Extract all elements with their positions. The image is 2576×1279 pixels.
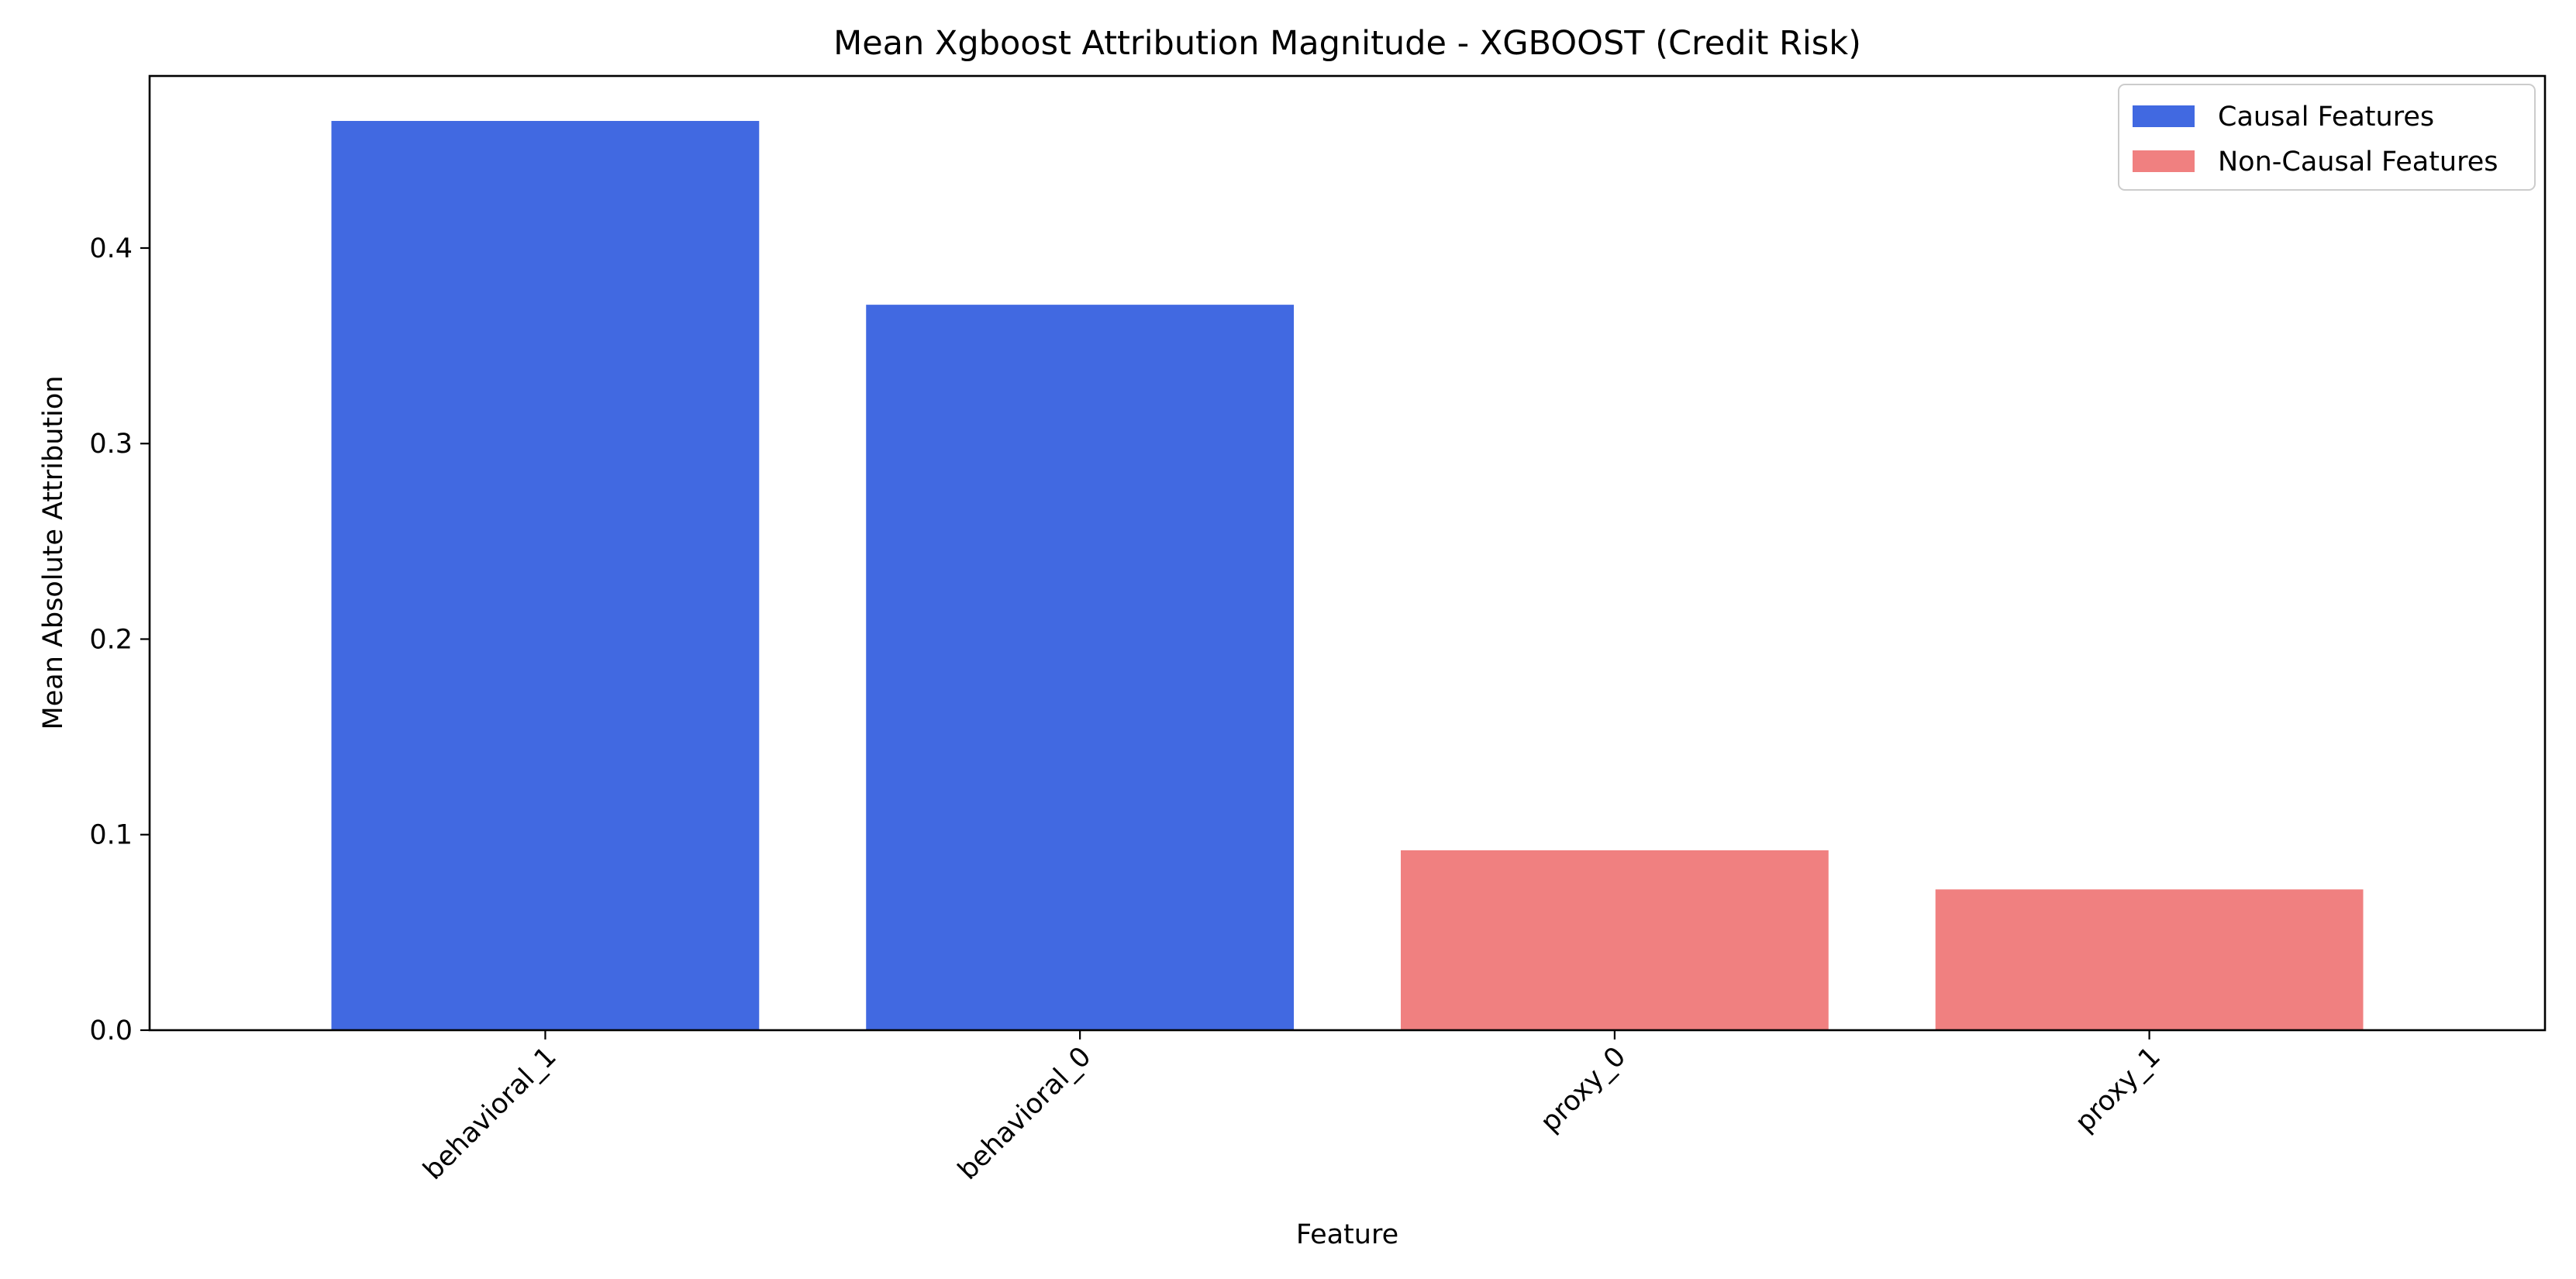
chart-title: Mean Xgboost Attribution Magnitude - XGB… bbox=[833, 24, 1861, 63]
x-axis: behavioral_1 behavioral_0 proxy_0 proxy_1 bbox=[418, 1030, 2167, 1186]
plot-frame bbox=[148, 74, 2547, 1032]
legend-label-non-causal: Non-Causal Features bbox=[2218, 147, 2498, 178]
legend-frame bbox=[2118, 84, 2536, 191]
bar-proxy_1 bbox=[1935, 889, 2364, 1030]
x-axis-label: Feature bbox=[1296, 1219, 1398, 1250]
y-axis-label: Mean Absolute Attribution bbox=[38, 376, 69, 730]
y-tick-label: 0.3 bbox=[89, 429, 133, 460]
legend-label-causal: Causal Features bbox=[2218, 102, 2434, 133]
x-tick-label: proxy_1 bbox=[2070, 1041, 2167, 1138]
legend: Causal Features Non-Causal Features bbox=[2118, 84, 2536, 191]
bar-proxy_0 bbox=[1400, 850, 1829, 1030]
legend-swatch-non-causal bbox=[2133, 150, 2195, 172]
y-tick-label: 0.4 bbox=[89, 233, 133, 264]
y-tick-label: 0.0 bbox=[89, 1015, 133, 1046]
y-axis: 0.0 0.1 0.2 0.3 0.4 bbox=[89, 233, 150, 1046]
x-tick-label: behavioral_1 bbox=[418, 1041, 563, 1186]
x-tick-label: behavioral_0 bbox=[952, 1041, 1097, 1186]
y-tick-label: 0.1 bbox=[89, 820, 133, 851]
bars-layer bbox=[331, 121, 2364, 1031]
bar-behavioral_1 bbox=[331, 121, 760, 1031]
bar-behavioral_0 bbox=[866, 305, 1295, 1030]
y-tick-label: 0.2 bbox=[89, 624, 133, 655]
x-tick-label: proxy_0 bbox=[1535, 1041, 1632, 1138]
legend-swatch-causal bbox=[2133, 105, 2195, 127]
